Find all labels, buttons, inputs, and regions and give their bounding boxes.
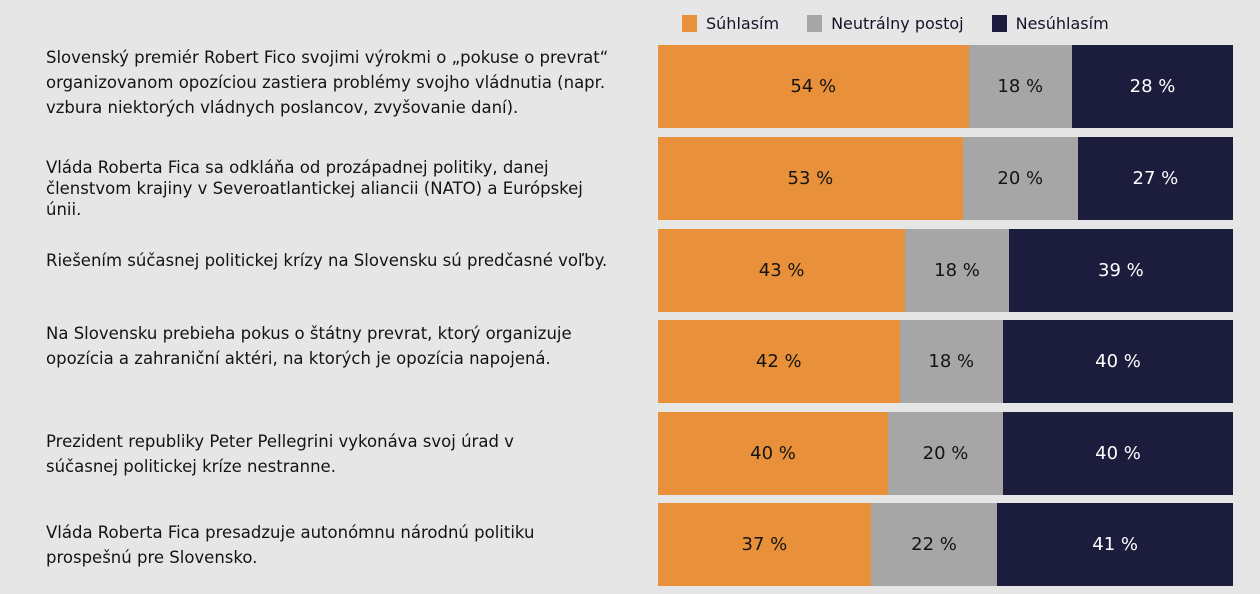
legend-item-agree: Súhlasím: [682, 14, 779, 33]
data-label: 40 %: [750, 443, 796, 464]
bar-segment-agree: 40 %: [658, 412, 888, 495]
legend-swatch-disagree: [991, 15, 1007, 32]
legend: Súhlasím Neutrálny postoj Nesúhlasím: [682, 14, 1137, 33]
bar-segment-disagree: 41 %: [997, 503, 1233, 586]
bar-segment-agree: 54 %: [658, 45, 969, 128]
data-label: 20 %: [997, 168, 1044, 189]
bar-segment-disagree: 39 %: [1008, 229, 1233, 312]
data-label: 28 %: [1129, 76, 1176, 97]
data-label: 20 %: [922, 443, 969, 464]
bar-segment-agree: 53 %: [658, 137, 963, 220]
bar-segment-neutral: 18 %: [905, 229, 1009, 312]
bar-segment-agree: 42 %: [658, 320, 900, 403]
stacked-bar: 53 % 20 % 27 %: [658, 137, 1233, 220]
category-label: Slovenský premiér Robert Fico svojimi vý…: [46, 48, 609, 117]
bar-segment-disagree: 27 %: [1077, 137, 1233, 220]
bar-segment-agree: 43 %: [658, 229, 906, 312]
bar-segment-disagree: 40 %: [1003, 412, 1233, 495]
category-label: Na Slovensku prebieha pokus o štátny pre…: [46, 324, 572, 368]
data-label: 22 %: [911, 534, 957, 555]
bar-segment-agree: 37 %: [658, 503, 871, 586]
category-label: Vláda Roberta Fica sa odkláňa od prozápa…: [46, 158, 583, 219]
bar-segment-disagree: 40 %: [1003, 320, 1233, 403]
category-label: Prezident republiky Peter Pellegrini vyk…: [46, 432, 514, 476]
legend-item-disagree: Nesúhlasím: [991, 14, 1109, 33]
data-label: 54 %: [790, 76, 837, 97]
stacked-bar: 54 % 18 % 28 %: [658, 45, 1233, 128]
data-label: 37 %: [741, 534, 788, 555]
data-label: 39 %: [1098, 260, 1144, 281]
data-label: 18 %: [934, 260, 980, 281]
legend-label-disagree: Nesúhlasím: [1015, 14, 1109, 33]
stacked-bar: 43 % 18 % 39 %: [658, 229, 1233, 312]
stacked-bar: 42 % 18 % 40 %: [658, 320, 1233, 403]
legend-label-agree: Súhlasím: [706, 14, 780, 33]
data-label: 43 %: [758, 260, 805, 281]
stacked-bar: 40 % 20 % 40 %: [658, 412, 1233, 495]
data-label: 41 %: [1092, 534, 1138, 555]
data-label: 40 %: [1095, 443, 1141, 464]
legend-swatch-agree: [682, 15, 697, 32]
bar-segment-neutral: 18 %: [968, 45, 1072, 128]
legend-swatch-neutral: [807, 15, 823, 32]
bar-segment-neutral: 18 %: [899, 320, 1003, 403]
bar-segment-neutral: 20 %: [888, 412, 1003, 495]
legend-item-neutral: Neutrálny postoj: [807, 14, 964, 33]
data-label: 42 %: [755, 351, 802, 372]
stacked-bar: 37 % 22 % 41 %: [658, 503, 1233, 586]
legend-label-neutral: Neutrálny postoj: [831, 14, 964, 33]
data-label: 40 %: [1095, 351, 1141, 372]
data-label: 18 %: [997, 76, 1044, 97]
data-label: 18 %: [928, 351, 975, 372]
bar-segment-neutral: 20 %: [962, 137, 1078, 220]
bar-segment-disagree: 28 %: [1072, 45, 1233, 128]
bar-segment-neutral: 22 %: [870, 503, 998, 586]
data-label: 53 %: [787, 168, 834, 189]
category-label: Vláda Roberta Fica presadzuje autonómnu …: [46, 523, 535, 567]
category-label: Riešením súčasnej politickej krízy na Sl…: [46, 251, 608, 270]
data-label: 27 %: [1132, 168, 1179, 189]
